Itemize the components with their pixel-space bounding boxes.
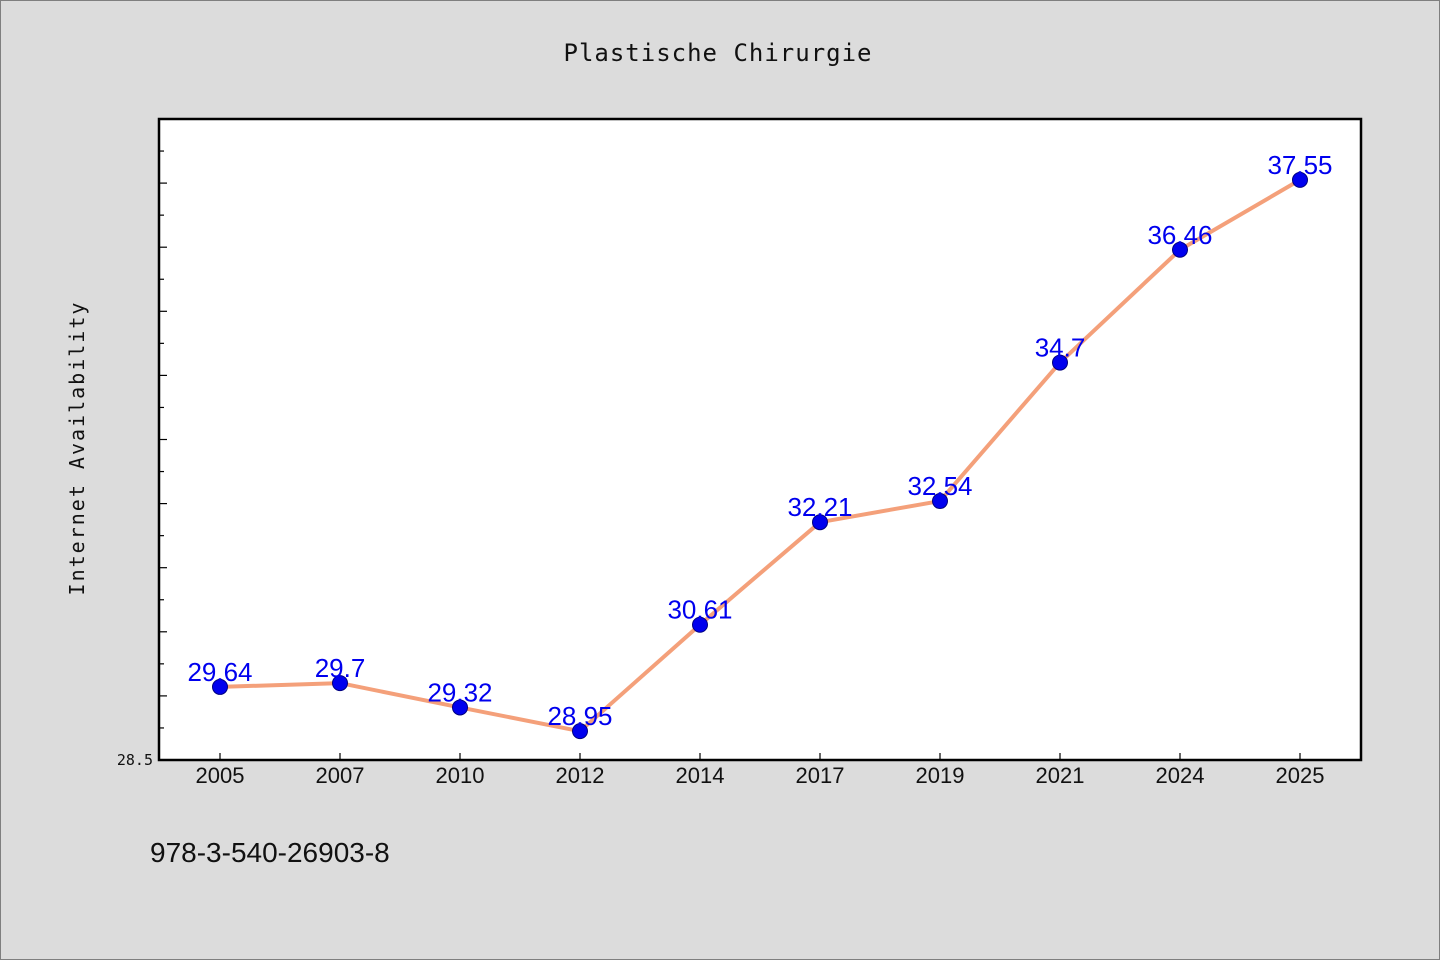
data-point xyxy=(572,723,588,740)
series-line xyxy=(218,177,1302,734)
data-point xyxy=(1292,171,1308,188)
data-label: 28.95 xyxy=(547,701,612,731)
isbn-footer: 978-3-540-26903-8 xyxy=(150,837,390,868)
x-axis-ticks: 2005 2007 2010 2012 2014 2017 2019 2021 2024 2025 xyxy=(196,753,1325,788)
data-label: 30.61 xyxy=(667,595,732,625)
x-tick-label: 2024 xyxy=(1156,763,1205,788)
data-labels: 29.64 29.7 29.32 28.95 30.61 32.21 32.54 34.7 36… xyxy=(187,150,1332,731)
y-axis-ticks: 28.5 xyxy=(117,150,167,769)
x-tick-label: 2010 xyxy=(436,763,485,788)
series-markers xyxy=(212,171,1308,740)
x-tick-label: 2021 xyxy=(1036,763,1085,788)
data-point xyxy=(1052,354,1068,371)
y-axis-label: Internet Availability xyxy=(65,301,89,596)
data-label: 37.55 xyxy=(1267,150,1332,180)
data-label: 29.64 xyxy=(187,657,252,687)
data-point xyxy=(332,675,348,692)
x-tick-label: 2005 xyxy=(196,763,245,788)
data-label: 36.46 xyxy=(1147,220,1212,250)
series-line-group xyxy=(218,177,1302,734)
data-point xyxy=(212,678,228,695)
data-label: 34.7 xyxy=(1035,333,1086,363)
x-tick-label: 2017 xyxy=(796,763,845,788)
x-tick-label: 2025 xyxy=(1276,763,1325,788)
data-point xyxy=(812,514,828,531)
data-point xyxy=(692,616,708,633)
x-tick-label: 2012 xyxy=(556,763,605,788)
x-tick-label: 2019 xyxy=(916,763,965,788)
plot-area xyxy=(157,117,1363,762)
data-point xyxy=(1172,241,1188,258)
chart-title: Plastische Chirurgie xyxy=(564,39,873,67)
x-tick-label: 2014 xyxy=(676,763,725,788)
data-label: 32.21 xyxy=(787,492,852,522)
data-point xyxy=(932,493,948,510)
data-point xyxy=(452,699,468,716)
y-tick-label: 28.5 xyxy=(117,751,153,769)
data-label: 29.7 xyxy=(315,653,366,683)
data-label: 29.32 xyxy=(427,677,492,707)
x-tick-label: 2007 xyxy=(316,763,365,788)
data-label: 32.54 xyxy=(907,471,972,501)
